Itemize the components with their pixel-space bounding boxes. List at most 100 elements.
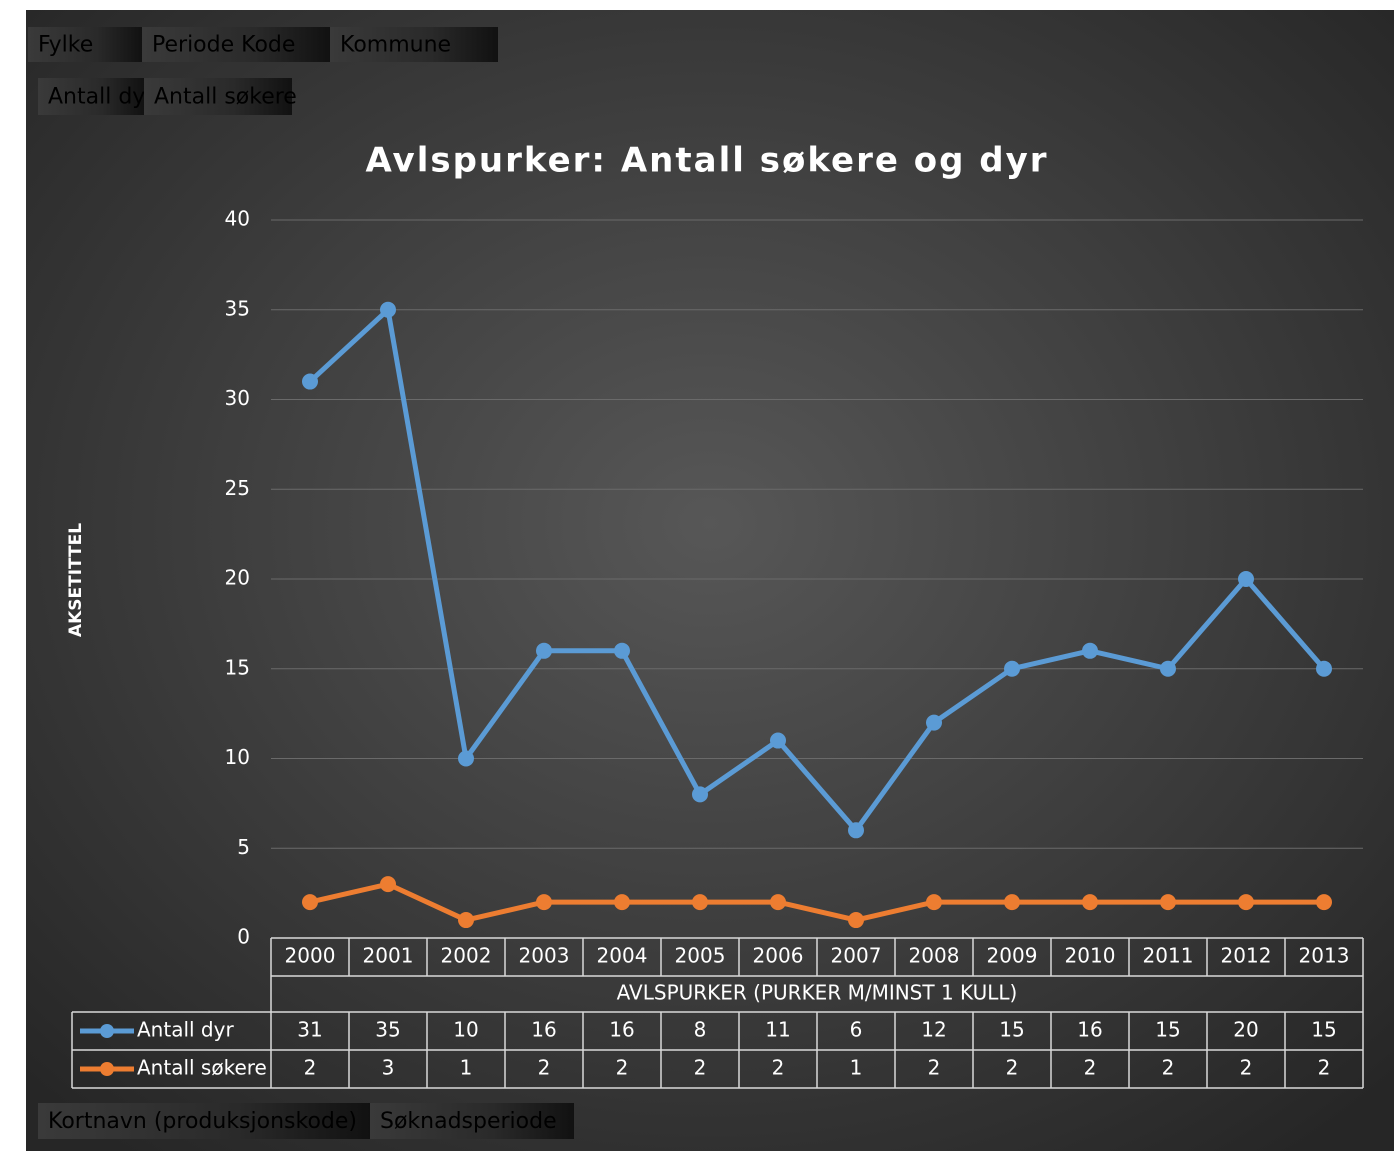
table-value: 2 [1162,1056,1175,1080]
table-value: 2 [1006,1056,1019,1080]
data-point [380,301,396,318]
data-point [926,714,942,731]
table-value: 35 [375,1018,400,1042]
x-tick-label: 2004 [597,944,648,968]
table-value: 15 [999,1018,1024,1042]
data-point [1160,894,1176,911]
table-value: 16 [531,1018,556,1042]
table-value: 15 [1311,1018,1336,1042]
table-value: 3 [382,1056,395,1080]
table-value: 8 [694,1018,707,1042]
table-value: 1 [850,1056,863,1080]
legend-label: Antall dyr [137,1018,234,1042]
data-point [926,894,942,911]
y-tick-label: 20 [225,566,250,590]
y-tick-label: 5 [237,835,250,859]
field-button-label[interactable]: Kortnavn (produksjonskode) [48,1109,357,1134]
data-point [536,894,552,911]
x-tick-label: 2003 [519,944,570,968]
data-point [770,732,786,749]
table-value: 2 [1240,1056,1253,1080]
field-button[interactable] [142,27,330,62]
field-button[interactable] [38,78,144,115]
field-button[interactable] [330,27,498,62]
table-value: 10 [453,1018,478,1042]
x-tick-label: 2013 [1299,944,1350,968]
table-value: 2 [694,1056,707,1080]
data-point [614,894,630,911]
table-value: 11 [765,1018,790,1042]
x-tick-label: 2010 [1065,944,1116,968]
field-button[interactable] [28,27,142,62]
table-value: 2 [538,1056,551,1080]
data-point [848,912,864,929]
data-point [770,894,786,911]
y-axis-title: AKSETITTEL [66,523,86,637]
field-button[interactable] [370,1103,574,1139]
field-button-label[interactable]: Antall dyr [48,85,155,110]
x-tick-label: 2001 [363,944,414,968]
y-tick-label: 40 [225,207,250,231]
legend-key-marker [100,1062,114,1076]
x-tick-label: 2012 [1221,944,1272,968]
data-point [848,822,864,839]
x-tick-label: 2011 [1143,944,1194,968]
data-point [692,786,708,803]
field-button-label[interactable]: Antall søkere [154,85,297,110]
data-point [614,642,630,659]
chart-background [26,10,1394,1151]
data-point [1238,894,1254,911]
data-point [302,894,318,911]
data-point [1160,660,1176,677]
chart-title: Avlspurker: Antall søkere og dyr [365,141,1048,181]
x-tick-label: 2002 [441,944,492,968]
x-tick-label: 2008 [909,944,960,968]
table-value: 2 [1084,1056,1097,1080]
legend-key-marker [100,1024,114,1038]
table-value: 20 [1233,1018,1258,1042]
table-value: 12 [921,1018,946,1042]
series-line [309,881,1324,923]
x-tick-label: 2005 [675,944,726,968]
table-value: 2 [304,1056,317,1080]
x-axis-title: AVLSPURKER (PURKER M/MINST 1 KULL) [617,981,1018,1005]
legend-label: Antall søkere [137,1056,267,1080]
y-tick-label: 15 [225,655,250,679]
data-point [380,876,396,893]
y-tick-label: 0 [237,925,250,949]
table-value: 16 [1077,1018,1102,1042]
field-button-label[interactable]: Kommune [340,33,451,58]
table-value: 31 [297,1018,322,1042]
data-point [1238,571,1254,587]
x-tick-label: 2007 [831,944,882,968]
table-value: 2 [1318,1056,1331,1080]
table-value: 1 [460,1056,473,1080]
x-tick-label: 2009 [987,944,1038,968]
data-point [458,750,474,767]
table-value: 2 [772,1056,785,1080]
table-value: 2 [928,1056,941,1080]
field-button[interactable] [38,1103,370,1139]
data-point [1004,660,1020,677]
data-point [458,912,474,929]
series-line [308,307,1326,833]
table-value: 15 [1155,1018,1180,1042]
data-point [536,642,552,659]
field-button-label[interactable]: Fylke [38,33,93,58]
data-point [302,373,318,390]
x-tick-label: 2006 [753,944,804,968]
data-point [692,894,708,911]
y-tick-label: 10 [225,745,250,769]
x-tick-label: 2000 [285,944,336,968]
table-value: 6 [850,1018,863,1042]
data-point [1004,894,1020,911]
table-value: 16 [609,1018,634,1042]
table-value: 2 [616,1056,629,1080]
field-button-label[interactable]: Periode Kode [152,33,295,58]
y-tick-label: 35 [225,296,250,320]
field-button-label[interactable]: Søknadsperiode [380,1109,557,1134]
data-point [1082,642,1098,659]
field-button[interactable] [144,78,292,115]
